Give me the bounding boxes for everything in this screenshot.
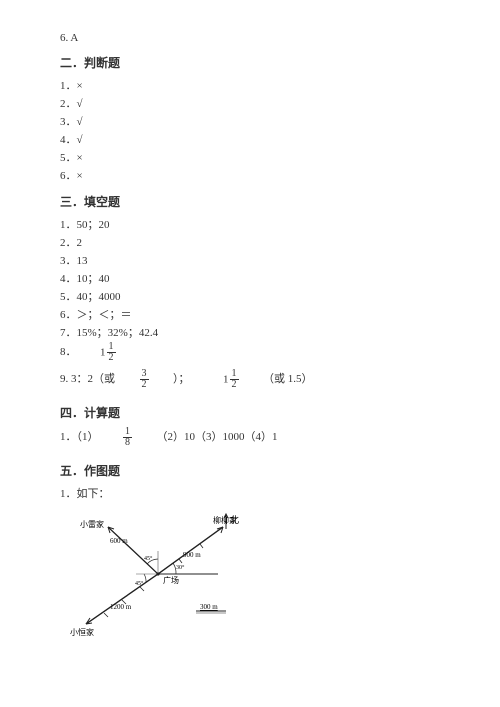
sw-line-y2 [86, 574, 158, 624]
ne-angle: 30° [176, 564, 185, 571]
judge-1: 1．× [60, 77, 440, 93]
sw-label: 小恒家 [70, 627, 94, 637]
sw-angle: 45° [135, 580, 144, 587]
heading-draw: 五．作图题 [60, 462, 440, 479]
heading-judge: 二．判断题 [60, 54, 440, 71]
fraction-1-8: 1 8 [123, 427, 132, 448]
fill-9-a: 9. 3：2（或 [60, 373, 115, 385]
fill-3: 3．13 [60, 252, 440, 268]
ne-dist: 900 m [183, 551, 201, 559]
figure-diagram: 北 柳柳家 900 m 30° 小雷家 600 m 45° [68, 509, 248, 642]
nw-angle: 45° [144, 555, 153, 562]
judge-6: 6．× [60, 167, 440, 183]
sw-angle-arc [144, 574, 146, 582]
nw-line-y2 [108, 527, 158, 574]
frac-den: 2 [107, 353, 116, 363]
mixed-whole: 1 [100, 347, 106, 359]
mixed-whole: 1 [223, 374, 229, 386]
judge-4: 4．√ [60, 131, 440, 147]
fill-1: 1．50；20 [60, 216, 440, 232]
nw-label: 小雷家 [80, 519, 104, 529]
fill-5: 5．40；4000 [60, 288, 440, 304]
fill-6: 6．＞；＜；＝ [60, 306, 440, 322]
calc-1-rest: （2）10（3）1000（4）1 [157, 431, 278, 443]
answer-6a: 6. A [60, 32, 440, 44]
frac-den: 2 [140, 380, 149, 390]
frac-den: 2 [230, 380, 239, 390]
fill-2: 2．2 [60, 234, 440, 250]
fill-8-prefix: 8． [60, 346, 77, 358]
fill-8: 8． 112 [60, 342, 440, 363]
calc-1: 1．（1） 1 8 （2）10（3）1000（4）1 [60, 427, 440, 448]
fill-4: 4．10；40 [60, 270, 440, 286]
ne-label: 柳柳家 [213, 515, 237, 525]
calc-1-prefix: 1．（1） [60, 431, 99, 443]
judge-2: 2．√ [60, 95, 440, 111]
center-label: 广场 [163, 575, 179, 585]
judge-5: 5．× [60, 149, 440, 165]
heading-calc: 四．计算题 [60, 404, 440, 421]
sw-dist: 1200 m [110, 603, 132, 611]
center-dot-icon [156, 572, 159, 575]
fraction-1-1-2: 112 [100, 346, 117, 358]
fraction-3-2: 3 2 [140, 369, 149, 390]
frac-den: 8 [123, 438, 132, 448]
heading-fill: 三．填空题 [60, 193, 440, 210]
draw-intro: 1．如下： [60, 485, 440, 501]
fill-7: 7．15%；32%；42.4 [60, 324, 440, 340]
scale-label: 300 m [200, 603, 218, 611]
judge-3: 3．√ [60, 113, 440, 129]
fill-9-c: （或 1.5） [263, 373, 313, 385]
fill-9: 9. 3：2（或 3 2 ）； 112 （或 1.5） [60, 369, 440, 390]
fill-9-b: ）； [173, 373, 190, 385]
fraction-1-1-2b: 112 [223, 373, 242, 385]
